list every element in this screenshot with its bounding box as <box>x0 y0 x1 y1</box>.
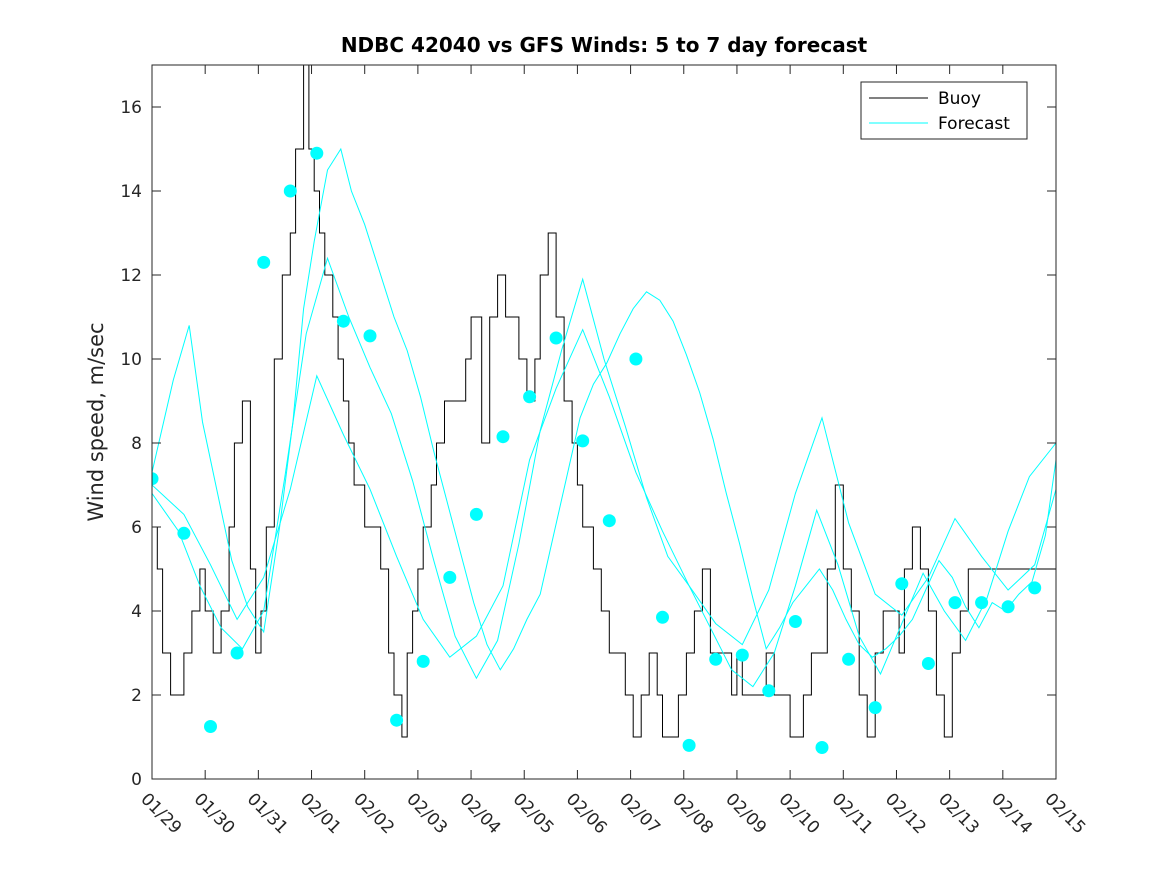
plot-frame <box>151 64 1057 780</box>
forecast-point-26 <box>842 652 856 666</box>
forecast-point-11 <box>443 570 457 584</box>
y-tick-label-7: 14 <box>120 182 142 202</box>
legend-label-forecast: Forecast <box>938 114 1010 134</box>
forecast-point-30 <box>948 596 962 610</box>
y-tick-label-5: 10 <box>120 350 142 370</box>
forecast-point-28 <box>895 577 909 591</box>
y-tick-label-1: 2 <box>131 686 142 706</box>
forecast-point-8 <box>363 329 377 343</box>
forecast-point-18 <box>629 352 643 366</box>
plot-area <box>152 65 1056 754</box>
forecast-point-5 <box>283 184 297 198</box>
forecast-point-24 <box>788 615 802 628</box>
y-tick-label-3: 6 <box>131 518 142 538</box>
y-tick-label-0: 0 <box>131 770 142 790</box>
forecast-point-16 <box>576 434 590 448</box>
series-4-forecast-daily-points <box>152 146 1042 754</box>
forecast-point-14 <box>523 390 537 404</box>
forecast-point-29 <box>921 657 935 670</box>
forecast-point-9 <box>390 713 404 727</box>
series-3-forecast-alt-run-2-line <box>152 328 1056 658</box>
chart-title: NDBC 42040 vs GFS Winds: 5 to 7 day fore… <box>341 33 868 57</box>
forecast-point-20 <box>682 738 696 752</box>
forecast-point-31 <box>975 596 989 610</box>
forecast-point-22 <box>735 648 749 662</box>
forecast-point-4 <box>257 255 271 269</box>
series-0-buoy-line <box>152 65 1056 738</box>
forecast-point-32 <box>1001 600 1015 614</box>
legend: Buoy Forecast <box>860 81 1028 140</box>
forecast-point-6 <box>310 146 324 160</box>
y-axis-label: Wind speed, m/sec <box>84 322 108 521</box>
forecast-point-12 <box>469 507 483 521</box>
forecast-point-7 <box>336 314 350 328</box>
forecast-point-25 <box>815 741 829 754</box>
forecast-point-27 <box>868 701 882 715</box>
y-tick-label-6: 12 <box>120 266 142 286</box>
forecast-point-10 <box>416 654 430 668</box>
y-tick-label-4: 8 <box>131 434 142 454</box>
forecast-point-19 <box>656 610 669 624</box>
forecast-point-3 <box>230 646 244 660</box>
forecast-point-15 <box>549 331 563 345</box>
series-1-forecast-line <box>152 147 1056 671</box>
forecast-point-1 <box>177 526 191 540</box>
forecast-point-2 <box>204 720 217 733</box>
forecast-point-21 <box>709 652 723 666</box>
plot-content <box>152 65 1056 754</box>
legend-box <box>860 81 1028 140</box>
forecast-point-0 <box>152 472 159 486</box>
series-2-forecast-alt-run-line <box>152 256 1056 688</box>
forecast-point-33 <box>1028 581 1042 595</box>
y-tick-label-8: 16 <box>120 98 142 118</box>
forecast-point-17 <box>602 514 616 528</box>
legend-label-buoy: Buoy <box>938 89 981 109</box>
y-tick-label-2: 4 <box>131 602 142 622</box>
forecast-point-13 <box>496 430 510 444</box>
forecast-point-23 <box>762 684 776 698</box>
